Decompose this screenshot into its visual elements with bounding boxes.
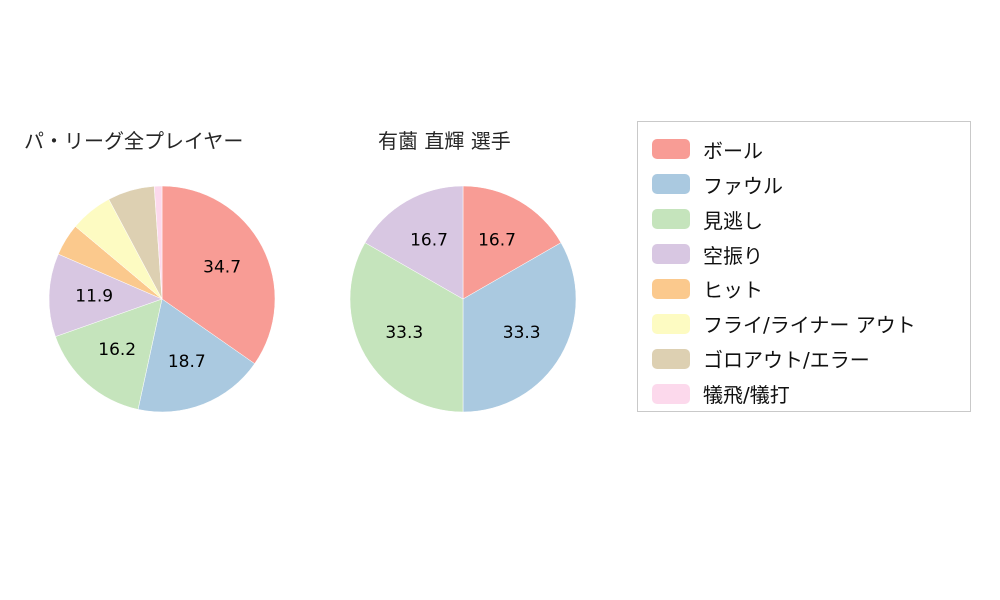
legend-color-swatch — [652, 348, 690, 369]
pie-slice-value-label: 18.7 — [168, 352, 206, 372]
legend-color-swatch — [652, 209, 690, 230]
pie-slice-value-label: 16.7 — [410, 230, 448, 250]
legend-label: 見逃し — [703, 208, 763, 233]
pie-slice-value-label: 11.9 — [75, 287, 113, 307]
legend-item: ボール — [652, 132, 970, 166]
pie-slice-value-label: 34.7 — [203, 258, 241, 278]
legend-item: ファウル — [652, 167, 970, 201]
legend-label: ボール — [703, 138, 763, 163]
right-pie-title: 有薗 直輝 選手 — [378, 129, 511, 153]
legend-color-swatch — [652, 174, 690, 195]
legend-label: ヒット — [703, 278, 763, 303]
pie-slice-1 — [137, 298, 255, 413]
legend-item: ヒット — [652, 272, 970, 306]
pie-slice-3 — [364, 185, 464, 300]
legend-label: フライ/ライナー アウト — [703, 313, 916, 338]
pie-slice-value-label: 16.2 — [98, 340, 136, 360]
pie-slice-value-label: 16.7 — [478, 230, 516, 250]
legend-label: 空振り — [703, 243, 763, 268]
legend-label: ファウル — [703, 173, 783, 198]
legend-item: フライ/ライナー アウト — [652, 307, 970, 341]
legend-label: 犠飛/犠打 — [703, 383, 790, 408]
legend-item: 見逃し — [652, 202, 970, 236]
pie-slice-2 — [349, 242, 464, 413]
pie-slice-2 — [55, 298, 163, 410]
legend: ボールファウル見逃し空振りヒットフライ/ライナー アウト ゴロアウト/エラー 犠飛/… — [637, 121, 971, 412]
pie-slice-0 — [161, 185, 276, 365]
legend-color-swatch — [652, 244, 690, 265]
left-pie-title: パ・リーグ全プレイヤー — [24, 129, 244, 153]
pie-slice-0 — [462, 185, 562, 300]
legend-item: ゴロアウト/エラー — [652, 342, 970, 376]
pie-slice-1 — [462, 242, 577, 413]
pie-slice-value-label: 33.3 — [385, 323, 423, 343]
legend-color-swatch — [652, 313, 690, 334]
legend-item: 犠飛/犠打 — [652, 377, 970, 411]
legend-color-swatch — [652, 139, 690, 160]
pie-chart-player: 16.7 33.3 33.3 16.7 — [349, 185, 577, 413]
pie-slice-3 — [48, 253, 163, 337]
legend-color-swatch — [652, 278, 690, 299]
pie-slice-7 — [153, 185, 163, 300]
legend-label: ゴロアウト/エラー — [703, 348, 870, 373]
legend-color-swatch — [652, 383, 690, 404]
pie-slice-value-label: 33.3 — [503, 323, 541, 343]
legend-item: 空振り — [652, 237, 970, 271]
pie-chart-league-all-players: 34.7 18.7 16.2 11.9 — [48, 185, 276, 413]
